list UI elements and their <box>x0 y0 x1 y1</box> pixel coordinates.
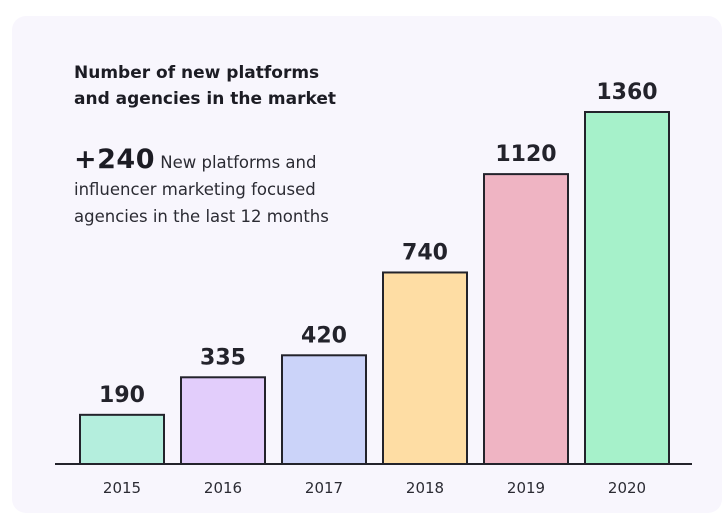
bar-2019 <box>483 173 569 465</box>
chart-title: Number of new platforms and agencies in … <box>74 60 374 112</box>
stat-text-line-1: New platforms and <box>160 153 317 172</box>
bars-group <box>79 111 670 466</box>
stat-callout: +240 New platforms and influencer market… <box>74 146 364 230</box>
bar-2018 <box>382 271 468 465</box>
chart-title-line-1: Number of new platforms <box>74 63 320 83</box>
value-label-2019: 1120 <box>495 142 556 167</box>
bar-2020 <box>584 111 670 465</box>
x-tick-2020: 2020 <box>608 479 646 497</box>
stat-text-line-2: influencer marketing focused <box>74 180 316 199</box>
x-tick-2018: 2018 <box>406 479 444 497</box>
value-label-2018: 740 <box>402 240 448 265</box>
value-labels-group: 190 335 420 740 1120 1360 <box>99 80 658 408</box>
value-label-2015: 190 <box>99 383 145 408</box>
bar-2016 <box>180 376 266 466</box>
value-label-2017: 420 <box>301 323 347 348</box>
bar-2015 <box>79 413 165 465</box>
x-tick-2015: 2015 <box>103 479 141 497</box>
chart-title-line-2: and agencies in the market <box>74 89 337 109</box>
x-tick-labels-group: 2015 2016 2017 2018 2019 2020 <box>103 479 646 497</box>
value-label-2016: 335 <box>200 345 246 370</box>
stat-number: +240 <box>74 144 155 175</box>
x-tick-2016: 2016 <box>204 479 242 497</box>
x-tick-2017: 2017 <box>305 479 343 497</box>
x-tick-2019: 2019 <box>507 479 545 497</box>
value-label-2020: 1360 <box>596 80 657 105</box>
bar-2017 <box>281 354 367 466</box>
stat-text-line-3: agencies in the last 12 months <box>74 207 329 226</box>
